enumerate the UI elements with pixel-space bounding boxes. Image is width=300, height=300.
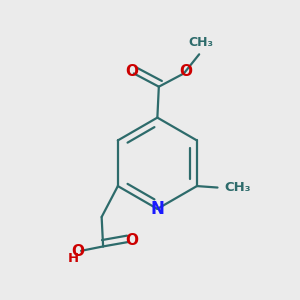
Text: O: O [71, 244, 84, 259]
Text: O: O [125, 64, 138, 79]
Text: CH₃: CH₃ [188, 36, 213, 49]
Text: O: O [125, 233, 138, 248]
Text: O: O [180, 64, 193, 79]
Text: H: H [68, 252, 79, 265]
Text: N: N [150, 200, 164, 218]
Text: CH₃: CH₃ [225, 181, 251, 194]
